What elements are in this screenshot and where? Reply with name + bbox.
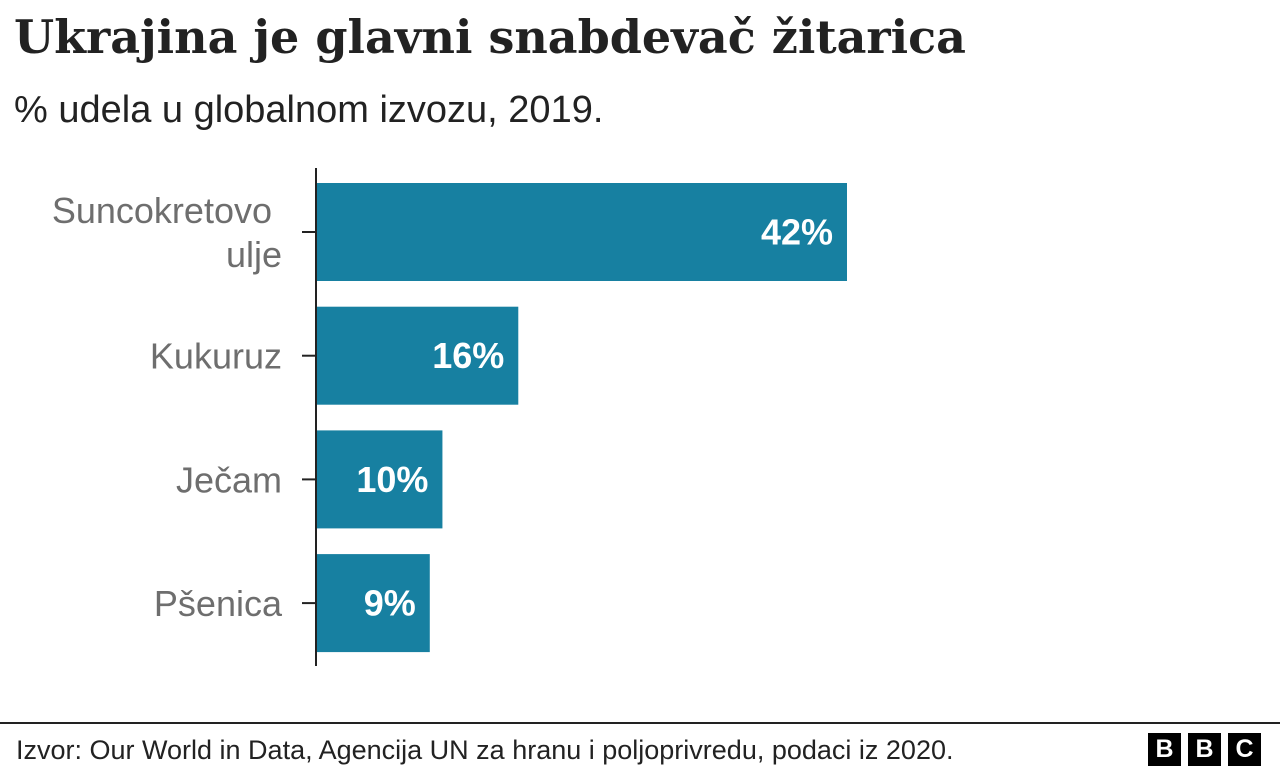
chart-title: Ukrajina je glavni snabdevač žitarica: [14, 10, 966, 64]
category-label-line: ulje: [226, 234, 282, 275]
bar: [316, 554, 430, 653]
category-label-line: Ječam: [176, 459, 282, 500]
category-label: Ječam: [176, 459, 282, 500]
bbc-logo-letter: C: [1228, 733, 1261, 766]
bar: [316, 183, 847, 281]
bbc-logo-letter: B: [1148, 733, 1181, 766]
value-label: 10%: [356, 459, 428, 500]
category-label: Pšenica: [154, 583, 283, 624]
category-label: Kukuruz: [150, 335, 282, 376]
category-label-line: Pšenica: [154, 583, 283, 624]
bbc-logo-letter: B: [1188, 733, 1221, 766]
footer-divider: [0, 722, 1280, 724]
value-label: 16%: [432, 335, 504, 376]
bar: [316, 430, 443, 529]
chart-subtitle: % udela u globalnom izvozu, 2019.: [14, 89, 604, 131]
value-label: 9%: [364, 583, 416, 624]
bbc-logo: B B C: [1148, 733, 1261, 766]
value-label: 42%: [761, 212, 833, 253]
category-label: Suncokretovo ulje: [52, 190, 282, 275]
category-label-line: Suncokretovo: [52, 190, 272, 231]
source-note: Izvor: Our World in Data, Agencija UN za…: [16, 735, 954, 765]
category-label-line: Kukuruz: [150, 335, 282, 376]
bar: [316, 306, 519, 405]
